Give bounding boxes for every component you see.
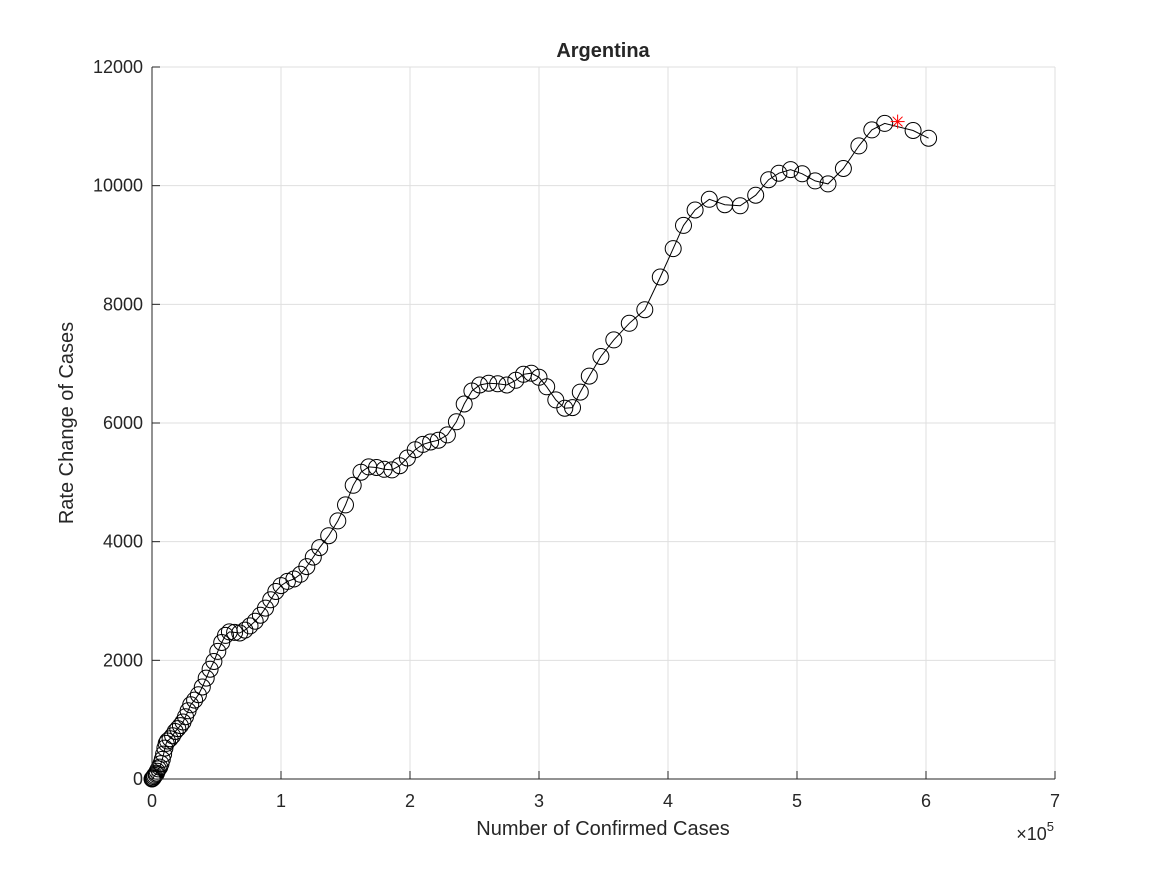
- x-tick-label: 2: [405, 791, 415, 811]
- data-point: [636, 301, 654, 319]
- data-point: [438, 426, 456, 444]
- y-tick-label: 2000: [103, 650, 143, 670]
- data-point: [422, 433, 440, 451]
- data-point: [205, 653, 223, 670]
- data-point: [226, 623, 244, 641]
- data-point: [782, 161, 800, 179]
- data-point: [834, 160, 852, 177]
- data-point: [197, 669, 215, 687]
- data-point: [169, 720, 187, 738]
- data-point: [455, 395, 473, 413]
- data-point: [675, 216, 692, 234]
- data-point: [760, 171, 778, 189]
- data-point: [580, 367, 598, 385]
- data-point: [231, 624, 249, 642]
- data-point: [651, 268, 669, 286]
- data-point: [329, 512, 347, 530]
- data-point: [298, 558, 316, 576]
- y-axis-label: Rate Change of Cases: [56, 322, 78, 524]
- data-point: [471, 376, 489, 394]
- data-point: [489, 375, 507, 393]
- y-tick-label: 10000: [93, 176, 143, 196]
- data-point: [193, 678, 211, 696]
- data-point: [747, 186, 765, 204]
- data-point: [716, 196, 734, 214]
- data-point: [904, 122, 922, 139]
- data-point: [414, 435, 432, 453]
- data-point: [806, 172, 824, 190]
- data-point: [209, 642, 227, 660]
- data-point: [592, 348, 610, 365]
- data-point: [429, 431, 447, 449]
- x-tick-label: 6: [921, 791, 931, 811]
- x-tick-label: 5: [792, 791, 802, 811]
- data-point: [189, 686, 207, 704]
- x-axis-label: Number of Confirmed Cases: [476, 818, 729, 840]
- data-point: [850, 137, 868, 155]
- data-point: [793, 165, 811, 183]
- data-point: [620, 314, 638, 332]
- grid-layer: [152, 67, 1055, 779]
- chart-title: Argentina: [556, 40, 650, 62]
- data-point: [605, 331, 623, 349]
- data-point: [538, 378, 556, 396]
- data-point: [686, 201, 704, 219]
- data-point: [257, 599, 274, 617]
- data-point: [731, 197, 749, 215]
- series-layer: [143, 114, 938, 788]
- y-tick-label: 8000: [103, 294, 143, 314]
- y-tick-label: 0: [133, 769, 143, 789]
- data-point: [819, 175, 837, 193]
- data-point: [153, 750, 171, 768]
- x-axis-exponent: ×105: [1016, 819, 1054, 844]
- data-point: [155, 745, 173, 763]
- y-tick-label: 12000: [93, 57, 143, 77]
- x-tick-label: 1: [276, 791, 286, 811]
- data-point: [556, 399, 574, 417]
- y-tick-label: 4000: [103, 532, 143, 552]
- data-point: [246, 612, 264, 630]
- data-point: [236, 621, 254, 639]
- data-point: [920, 129, 938, 147]
- x-exponent-power: 5: [1047, 819, 1054, 834]
- data-point: [480, 374, 498, 392]
- data-point: [267, 583, 285, 600]
- data-point: [664, 240, 682, 258]
- x-tick-label: 3: [534, 791, 544, 811]
- data-point: [564, 399, 581, 417]
- data-point: [447, 413, 465, 431]
- data-point: [498, 376, 516, 394]
- data-point: [186, 691, 204, 709]
- highlight-point: [890, 114, 905, 129]
- data-point: [344, 476, 362, 494]
- data-point: [876, 114, 894, 132]
- data-point: [770, 164, 788, 182]
- x-exponent-base: ×10: [1016, 824, 1047, 844]
- data-point: [241, 617, 259, 635]
- x-tick-label: 7: [1050, 791, 1060, 811]
- data-point: [571, 383, 589, 401]
- data-point: [337, 496, 354, 514]
- data-point: [201, 660, 219, 678]
- data-point: [217, 626, 234, 644]
- highlight-star-stroke: [892, 116, 903, 127]
- data-point: [700, 190, 718, 208]
- ticks-layer: 0 1 2 3 4 5 6 7 0 2000 4000 6000 8000 10000 12000: [93, 57, 1060, 811]
- data-point: [262, 591, 280, 609]
- data-point: [522, 364, 540, 382]
- data-point: [383, 461, 401, 479]
- data-point: [285, 570, 303, 588]
- data-point: [171, 717, 189, 735]
- data-point: [304, 548, 322, 566]
- y-tick-label: 6000: [103, 413, 143, 433]
- data-point: [311, 539, 329, 557]
- data-point: [278, 572, 296, 590]
- data-point: [320, 527, 338, 545]
- x-tick-label: 4: [663, 791, 673, 811]
- x-tick-label: 0: [147, 791, 157, 811]
